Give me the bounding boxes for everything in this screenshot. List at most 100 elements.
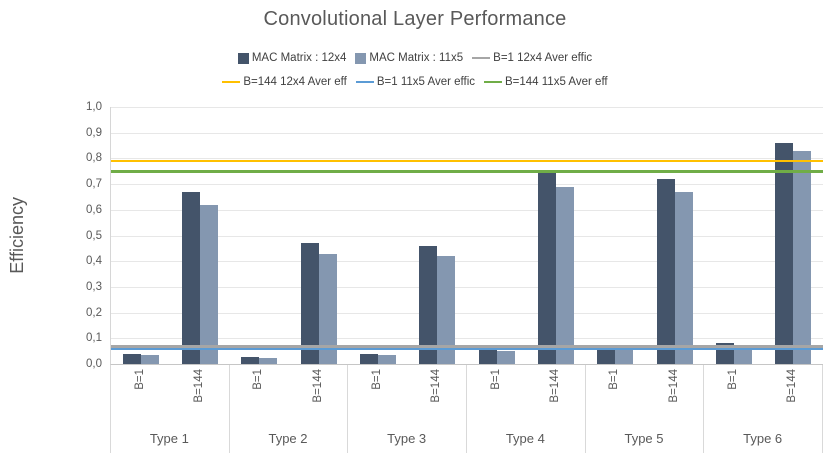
x-sublabel: B=1 bbox=[229, 369, 288, 427]
x-sublabel: B=144 bbox=[525, 369, 584, 427]
x-group-label: Type 3 bbox=[387, 431, 427, 446]
legend-item: B=144 12x4 Aver eff bbox=[222, 76, 347, 88]
legend-item: B=144 11x5 Aver eff bbox=[484, 76, 608, 88]
bar-mac-12x4-type2-b144 bbox=[300, 243, 319, 364]
bar-mac-11x5-type4-b144 bbox=[556, 186, 574, 364]
avg-line-b-1-11x5-aver-effic bbox=[111, 347, 823, 351]
y-tick-label: 0,6 bbox=[86, 203, 102, 216]
bar-mac-12x4-type6-b144 bbox=[775, 142, 794, 364]
x-group-label: Type 6 bbox=[743, 431, 783, 446]
bar-mac-11x5-type5-b144 bbox=[674, 191, 693, 364]
legend-label: B=1 12x4 Aver effic bbox=[493, 52, 593, 64]
y-axis-title-text: Efficiency bbox=[6, 197, 27, 274]
legend-line-swatch bbox=[355, 80, 374, 84]
y-tick-label: 0,8 bbox=[86, 152, 102, 165]
x-sublabel: B=144 bbox=[407, 369, 466, 427]
legend-line-swatch bbox=[484, 80, 502, 84]
bar-mac-11x5-type6-b1 bbox=[734, 346, 752, 364]
plot-area bbox=[110, 107, 823, 365]
x-group-divider bbox=[228, 365, 230, 453]
y-tick-label: 0,4 bbox=[86, 255, 102, 268]
y-tick-label: 0,2 bbox=[86, 306, 102, 319]
x-sublabel: B=1 bbox=[585, 369, 644, 427]
x-sublabel-text: B=1 bbox=[726, 369, 739, 390]
x-sublabel-text: B=144 bbox=[548, 369, 561, 403]
bar-mac-12x4-type1-b1 bbox=[122, 353, 141, 364]
gridline bbox=[111, 158, 823, 160]
gridline bbox=[111, 184, 823, 186]
bar-mac-12x4-type2-b1 bbox=[241, 356, 260, 364]
bar-mac-11x5-type5-b1 bbox=[615, 349, 634, 364]
bar-mac-11x5-type3-b1 bbox=[378, 355, 396, 364]
bar-mac-11x5-type1-b1 bbox=[140, 354, 159, 364]
legend-row-2: B=144 12x4 Aver eff B=1 11x5 Aver effic B=… bbox=[0, 76, 830, 88]
bar-mac-12x4-type3-b144 bbox=[419, 245, 438, 364]
legend-label: B=144 12x4 Aver eff bbox=[243, 76, 347, 88]
x-group-label: Type 5 bbox=[624, 431, 664, 446]
y-tick-label: 0,7 bbox=[86, 178, 102, 191]
bar-mac-11x5-type4-b1 bbox=[496, 351, 515, 364]
y-tick-label: 0,1 bbox=[86, 332, 102, 345]
x-sublabel: B=144 bbox=[169, 369, 228, 427]
bar-mac-12x4-type4-b144 bbox=[538, 171, 556, 364]
x-group-divider bbox=[347, 365, 349, 453]
x-sublabel-text: B=144 bbox=[311, 369, 324, 403]
bar-mac-12x4-type1-b144 bbox=[182, 191, 200, 364]
x-sublabel: B=1 bbox=[347, 369, 406, 427]
bar-mac-12x4-type5-b144 bbox=[656, 178, 675, 364]
x-group-divider bbox=[703, 365, 705, 453]
x-group-divider bbox=[822, 365, 823, 453]
x-sublabel: B=144 bbox=[763, 369, 822, 427]
x-sublabel: B=1 bbox=[466, 369, 525, 427]
y-tick-label: 0,9 bbox=[86, 126, 102, 139]
legend-label: MAC Matrix : 11x5 bbox=[369, 52, 464, 64]
x-sublabel-text: B=144 bbox=[430, 369, 443, 403]
y-tick-label: 0,3 bbox=[86, 280, 102, 293]
legend-item: MAC Matrix : 11x5 bbox=[355, 52, 463, 64]
bar-mac-11x5-type1-b144 bbox=[200, 204, 218, 364]
gridline bbox=[111, 235, 823, 237]
gridline bbox=[111, 107, 823, 108]
x-sublabel: B=144 bbox=[644, 369, 703, 427]
x-sublabel: B=144 bbox=[288, 369, 347, 427]
legend-square-swatch bbox=[355, 52, 367, 64]
gridline bbox=[111, 132, 823, 134]
gridline bbox=[111, 209, 823, 211]
legend-square-swatch bbox=[237, 52, 249, 64]
bar-mac-12x4-type4-b1 bbox=[478, 349, 497, 364]
x-group-label: Type 4 bbox=[505, 431, 545, 446]
x-sublabel-text: B=1 bbox=[489, 369, 502, 390]
x-sublabel-text: B=144 bbox=[667, 369, 680, 403]
bar-mac-11x5-type2-b1 bbox=[259, 358, 278, 364]
x-group-label: Type 1 bbox=[149, 431, 189, 446]
y-tick-label: 0,5 bbox=[86, 229, 102, 242]
bar-mac-12x4-type3-b1 bbox=[360, 353, 378, 364]
legend-label: MAC Matrix : 12x4 bbox=[251, 52, 347, 64]
x-sublabel: B=1 bbox=[703, 369, 762, 427]
gridline bbox=[111, 312, 823, 314]
y-tick-label: 1,0 bbox=[86, 101, 102, 113]
legend-line-swatch bbox=[222, 80, 241, 84]
legend-item: MAC Matrix : 12x4 bbox=[237, 52, 347, 64]
legend-item: B=1 12x4 Aver effic bbox=[472, 52, 592, 64]
bar-mac-11x5-type3-b144 bbox=[437, 256, 456, 364]
x-sublabel-text: B=1 bbox=[133, 369, 146, 390]
x-group-divider bbox=[466, 365, 467, 453]
x-sublabel-text: B=144 bbox=[192, 369, 205, 403]
avg-line-b-1-12x4-aver-effic bbox=[111, 345, 823, 348]
x-sublabel-text: B=1 bbox=[370, 369, 383, 390]
legend-label: B=144 11x5 Aver eff bbox=[505, 76, 608, 88]
bar-mac-12x4-type5-b1 bbox=[597, 348, 616, 364]
gridline bbox=[111, 338, 823, 340]
x-sublabel-text: B=1 bbox=[608, 369, 621, 390]
legend-row-1: MAC Matrix : 12x4 MAC Matrix : 11x5 B=1 12… bbox=[0, 52, 830, 64]
bar-mac-11x5-type2-b144 bbox=[318, 253, 337, 364]
legend-label: B=1 11x5 Aver effic bbox=[376, 76, 475, 88]
y-axis-title: Efficiency bbox=[4, 107, 30, 364]
chart-title: Convolutional Layer Performance bbox=[263, 8, 567, 30]
avg-line-b-144-11x5-aver-eff bbox=[111, 170, 823, 173]
avg-line-b-144-12x4-aver-eff bbox=[111, 159, 823, 163]
x-sublabel: B=1 bbox=[110, 369, 169, 427]
x-sublabel-text: B=1 bbox=[252, 369, 265, 390]
